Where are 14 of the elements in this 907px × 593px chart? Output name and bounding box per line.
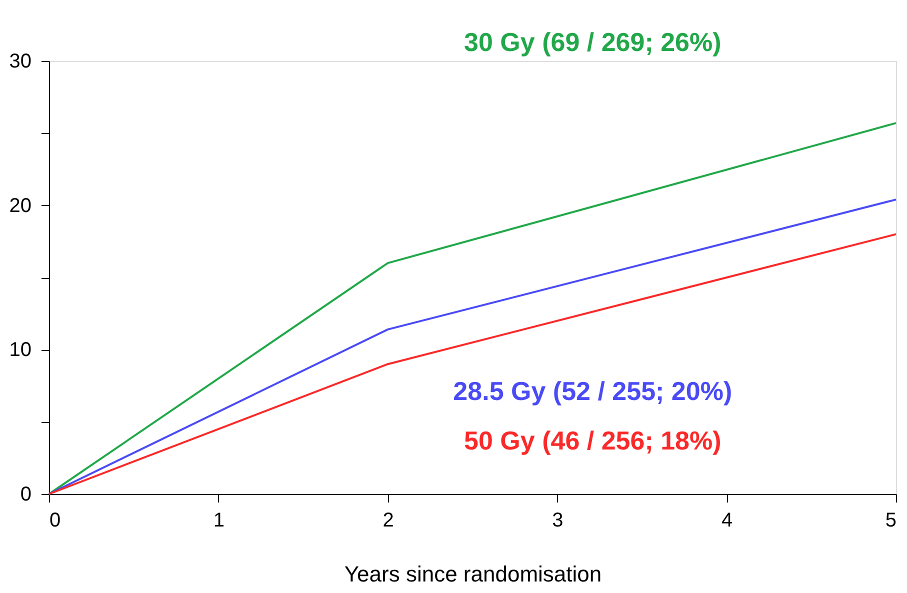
x-axis-title: Years since randomisation	[344, 562, 602, 586]
x-tick-label: 0	[50, 510, 61, 532]
text: 50 Gy (46 / 256; 18%)	[464, 425, 722, 456]
text: 30 Gy (69 / 269; 26%)	[464, 27, 722, 57]
y-tick-label: 20	[9, 194, 32, 217]
text: 28.5 Gy (52 / 255; 20%)	[453, 376, 732, 406]
x-tick-label: 2	[382, 510, 394, 532]
x-tick-label: 1	[213, 510, 224, 532]
x-tick-label: 4	[722, 510, 733, 532]
y-tick-label: 0	[20, 484, 32, 506]
y-tick-label: 30	[9, 50, 32, 72]
x-tick-label: 5	[885, 510, 896, 532]
x-tick-label: 3	[552, 510, 564, 532]
y-tick-label: 10	[9, 339, 32, 362]
